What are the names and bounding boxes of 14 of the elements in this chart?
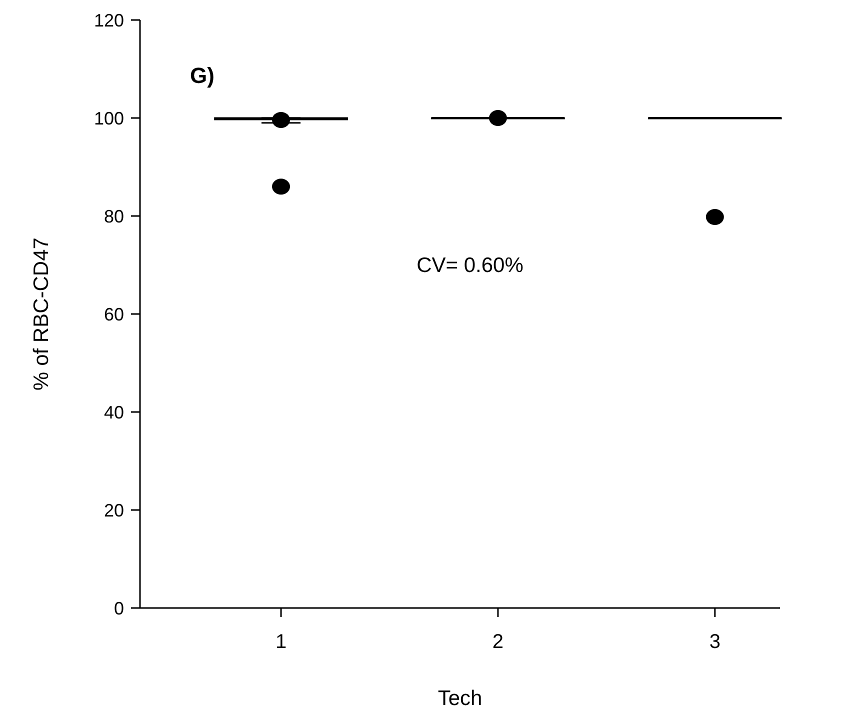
y-tick-label: 120 [94,10,124,30]
x-tick-label: 3 [709,631,720,653]
y-axis-title: % of RBC-CD47 [30,238,53,390]
x-tick-label: 1 [275,631,287,653]
text: G) [190,63,214,88]
y-tick-label: 0 [114,598,124,618]
annotation: CV= 0.60% [416,254,524,277]
y-tick-label: 20 [104,500,124,520]
y-tick-label: 80 [104,206,124,226]
y-tick-label: 100 [94,108,124,128]
y-tick-label: 40 [104,402,124,422]
x-axis-title: Tech [438,687,482,710]
y-tick-label: 60 [104,304,124,324]
x-tick-label: 2 [492,631,504,653]
